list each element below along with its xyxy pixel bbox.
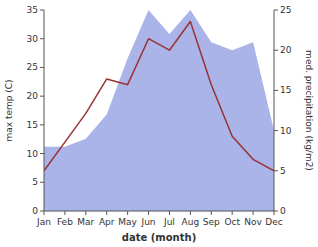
x-tick — [169, 211, 170, 215]
x-axis-label: date (month) — [122, 232, 196, 243]
ytick-tick — [40, 124, 44, 125]
ytick-tick — [40, 10, 44, 11]
y2tick-tick — [274, 90, 278, 91]
y2-axis-line — [274, 10, 275, 211]
x-tick — [232, 211, 233, 215]
ytick-tick — [40, 211, 44, 212]
plot-area — [44, 10, 274, 211]
x-tick-label: Oct — [224, 217, 240, 227]
y-axis-label: max temp (C) — [4, 79, 14, 141]
ytick-tick-label: 10 — [27, 149, 39, 159]
ytick-tick-label: 0 — [32, 206, 38, 216]
ytick-tick — [40, 38, 44, 39]
temperature-line — [44, 21, 274, 170]
x-tick-label: Jul — [163, 217, 175, 227]
y2tick-tick — [274, 170, 278, 171]
x-tick — [106, 211, 107, 215]
ytick-tick-label: 35 — [27, 5, 38, 15]
ytick-tick-label: 25 — [27, 62, 38, 72]
ytick-tick — [40, 67, 44, 68]
y2tick-tick-label: 25 — [280, 5, 291, 15]
ytick-tick — [40, 153, 44, 154]
x-tick-label: Feb — [57, 217, 73, 227]
x-tick-label: Jan — [36, 217, 51, 227]
ytick-tick-label: 5 — [32, 177, 38, 187]
y2tick-tick-label: 20 — [280, 45, 292, 55]
x-tick — [64, 211, 65, 215]
chart: JanFebMarAprMayJunJulAugSepOctNovDec0510… — [0, 0, 318, 247]
x-tick-label: May — [118, 217, 137, 227]
x-tick — [85, 211, 86, 215]
y2tick-tick — [274, 10, 278, 11]
y2tick-tick — [274, 130, 278, 131]
ytick-tick-label: 15 — [27, 120, 38, 130]
ytick-tick-label: 20 — [27, 91, 39, 101]
ytick-tick — [40, 96, 44, 97]
x-tick-label: Aug — [182, 217, 200, 227]
x-tick — [274, 211, 275, 215]
y2tick-tick-label: 15 — [280, 85, 291, 95]
x-tick-label: Apr — [99, 217, 115, 227]
y2tick-tick — [274, 50, 278, 51]
x-tick-label: Jun — [141, 217, 156, 227]
x-tick — [44, 211, 45, 215]
x-tick-label: Dec — [265, 217, 282, 227]
y-axis-line — [44, 10, 45, 211]
x-tick — [211, 211, 212, 215]
ytick-tick — [40, 182, 44, 183]
x-tick-label: Sep — [203, 217, 220, 227]
y2tick-tick — [274, 211, 278, 212]
x-tick — [253, 211, 254, 215]
x-tick-label: Nov — [244, 217, 262, 227]
x-axis-line — [44, 211, 274, 212]
precipitation-area — [44, 10, 274, 211]
x-tick — [190, 211, 191, 215]
y2-axis-label: med. precipitation (kg/m2) — [304, 50, 314, 171]
y2tick-tick-label: 10 — [280, 126, 292, 136]
y2tick-tick-label: 5 — [280, 166, 286, 176]
x-tick — [127, 211, 128, 215]
ytick-tick-label: 30 — [27, 34, 39, 44]
y2tick-tick-label: 0 — [280, 206, 286, 216]
x-tick-label: Mar — [77, 217, 94, 227]
x-tick — [148, 211, 149, 215]
